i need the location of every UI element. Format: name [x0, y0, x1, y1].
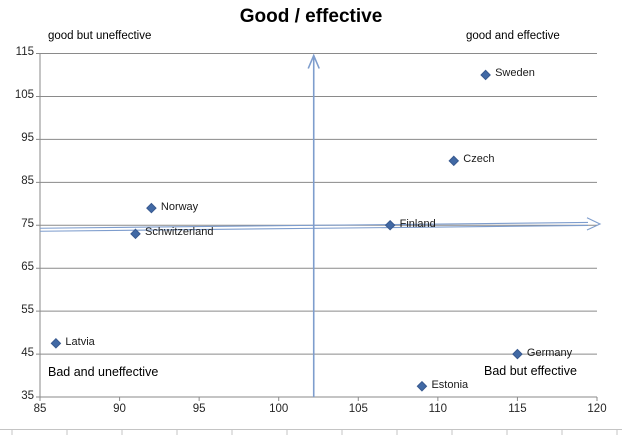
quadrant-label-bottom-right: Bad but effective	[484, 364, 577, 378]
data-point-norway	[146, 202, 157, 214]
data-point-estonia	[416, 380, 428, 392]
point-label-sweden: Sweden	[495, 67, 535, 80]
y-tick-label-105: 105	[14, 88, 34, 101]
point-label-finland: Finland	[399, 217, 436, 230]
x-tick-label-120: 120	[587, 403, 607, 415]
x-tick-label-85: 85	[33, 403, 47, 415]
quadrant-label-bottom-left: Bad and uneffective	[48, 365, 159, 379]
quadrant-label-top-left: good but uneffective	[48, 30, 152, 42]
y-tick-label-75: 75	[21, 217, 34, 230]
y-tick-label-55: 55	[21, 303, 34, 316]
x-tick-label-95: 95	[192, 403, 206, 415]
data-point-finland	[384, 219, 396, 231]
y-tick-label-115: 115	[15, 46, 34, 58]
point-label-estonia: Estonia	[431, 378, 469, 391]
data-point-czech	[448, 155, 460, 167]
chart-title: Good / effective	[239, 6, 383, 27]
horizontal-axis-arrow	[39, 217, 602, 232]
x-tick-label-90: 90	[113, 403, 126, 415]
x-tick-label-110: 110	[428, 403, 448, 415]
x-tick-label-115: 115	[508, 403, 527, 415]
point-label-germany: Germany	[526, 346, 573, 359]
quadrant-label-top-right: good and effective	[466, 30, 560, 42]
vertical-axis-arrow	[307, 53, 320, 397]
data-point-schwitzerland	[130, 228, 141, 240]
point-label-schwitzerland: Schwitzerland	[144, 226, 214, 239]
data-point-sweden	[480, 69, 491, 81]
point-label-norway: Norway	[160, 200, 199, 213]
data-point-germany	[512, 348, 523, 360]
point-label-latvia: Latvia	[65, 335, 95, 348]
y-tick-label-85: 85	[21, 174, 34, 187]
x-tick-label-105: 105	[348, 403, 368, 415]
y-tick-label-65: 65	[21, 260, 34, 273]
point-label-czech: Czech	[463, 153, 495, 166]
x-tick-label-100: 100	[269, 403, 289, 415]
data-point-latvia	[50, 338, 62, 349]
y-tick-label-35: 35	[21, 389, 34, 402]
y-tick-label-95: 95	[21, 131, 34, 144]
y-tick-label-45: 45	[21, 346, 34, 359]
